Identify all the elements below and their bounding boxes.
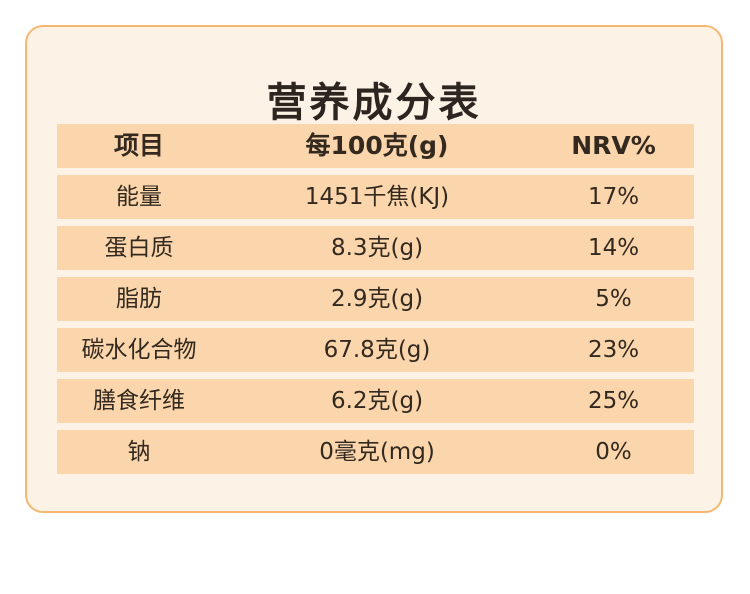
- row-nrv: 25%: [587, 388, 640, 414]
- row-amount: 6.2克(g): [330, 388, 424, 414]
- row-label: 脂肪: [116, 286, 162, 312]
- table-title: 营养成分表: [266, 80, 482, 126]
- row-label: 碳水化合物: [81, 337, 197, 363]
- table-row-dietary-fiber: 膳食纤维 6.2克(g) 25%: [57, 379, 694, 423]
- header-per-100g: 每100克(g): [305, 131, 449, 160]
- table-row-fat: 脂肪 2.9克(g) 5%: [57, 277, 694, 321]
- nutrition-table: 项目 每100克(g) NRV% 能量 1451千焦(KJ) 17% 蛋白质 8…: [57, 124, 694, 481]
- row-nrv: 14%: [587, 235, 640, 261]
- row-nrv: 23%: [587, 337, 640, 363]
- row-amount: 1451千焦(KJ): [304, 184, 450, 210]
- table-row-energy: 能量 1451千焦(KJ) 17%: [57, 175, 694, 219]
- row-amount: 67.8克(g): [323, 337, 431, 363]
- row-amount: 2.9克(g): [330, 286, 424, 312]
- row-nrv: 17%: [587, 184, 640, 210]
- row-amount: 0毫克(mg): [319, 439, 435, 465]
- row-amount: 8.3克(g): [330, 235, 424, 261]
- row-label: 能量: [116, 184, 162, 210]
- table-row-sodium: 钠 0毫克(mg) 0%: [57, 430, 694, 474]
- header-item: 项目: [113, 131, 164, 160]
- header-nrv: NRV%: [571, 131, 656, 160]
- table-row-protein: 蛋白质 8.3克(g) 14%: [57, 226, 694, 270]
- table-header-row: 项目 每100克(g) NRV%: [57, 124, 694, 168]
- row-label: 膳食纤维: [93, 388, 185, 414]
- row-label: 钠: [127, 439, 151, 465]
- row-nrv: 5%: [595, 286, 632, 312]
- table-row-carbohydrate: 碳水化合物 67.8克(g) 23%: [57, 328, 694, 372]
- row-label: 蛋白质: [104, 235, 174, 261]
- nutrition-card: 营养成分表 项目 每100克(g) NRV% 能量 1451千焦(KJ) 17%…: [25, 25, 723, 513]
- row-nrv: 0%: [595, 439, 632, 465]
